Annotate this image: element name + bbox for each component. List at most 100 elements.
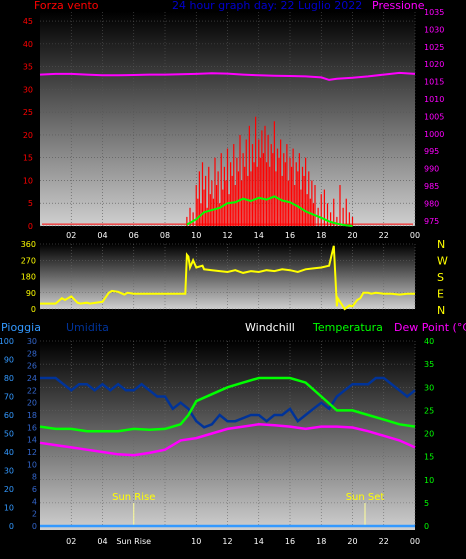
hour-tick-label: 06 [129,231,139,240]
temperature-tick-label: 30 [424,383,434,392]
direction-tick-label: 270 [21,256,36,265]
hour-tick-label: 12 [222,537,232,546]
wind-speed-bars [42,116,413,226]
rain-axis-ticks: 0 10 20 30 40 50 60 70 80 90 100 [0,337,14,531]
humidity-tick-label: 8 [32,473,37,482]
humidity-tick-label: 10 [27,460,37,469]
rain-tick-label: 60 [4,411,14,420]
wind-tick-label: 45 [23,17,33,26]
direction-degree-ticks: 0 90 180 270 360 [21,240,36,314]
wind-tick-label: 35 [23,63,33,72]
wind-tick-label: 15 [23,154,33,163]
humidity-tick-label: 4 [32,497,37,506]
sunset-label: Sun Set [346,492,385,503]
wind-tick-label: 20 [23,131,33,140]
direction-tick-label: 90 [26,289,36,298]
pressure-tick-label: 980 [424,199,439,208]
temperature-legend: Temperatura [312,321,383,334]
hour-tick-label: 14 [254,231,264,240]
temperature-tick-label: 25 [424,406,434,415]
humidity-axis-title: Umidita [66,321,109,334]
pressure-tick-label: 1010 [424,95,444,104]
wind-tick-label: 10 [23,176,33,185]
hour-tick-label: 02 [66,537,76,546]
pressure-tick-label: 1020 [424,60,444,69]
humidity-tick-label: 20 [27,399,37,408]
wind-tick-label: 30 [23,85,33,94]
humidity-tick-label: 24 [27,374,37,383]
hour-tick-label: 20 [347,231,357,240]
humidity-tick-label: 12 [27,448,37,457]
compass-label: S [437,271,444,284]
temperature-tick-label: 10 [424,476,434,485]
humidity-tick-label: 0 [32,522,37,531]
pressure-tick-label: 985 [424,182,439,191]
wind-pressure-x-ticks: 02 04 06 08 10 12 14 16 18 20 22 00 [66,231,420,240]
wind-tick-label: 40 [23,40,33,49]
temperature-tick-label: 15 [424,453,434,462]
compass-label: E [437,288,444,301]
rain-tick-label: 90 [4,356,14,365]
direction-tick-label: 0 [31,305,36,314]
hour-tick-label: 20 [347,537,357,546]
temperature-tick-label: 5 [424,499,429,508]
rain-tick-label: 20 [4,485,14,494]
humidity-tick-label: 6 [32,485,37,494]
wind-gust-line [186,195,353,227]
hour-tick-label: 16 [285,231,295,240]
hour-tick-label: 04 [97,537,107,546]
temperature-tick-label: 20 [424,430,434,439]
rain-tick-label: 70 [4,393,14,402]
chart-date-title: 24 hour graph day: 22 Luglio 2022 [172,0,362,12]
hour-tick-label: 10 [191,537,201,546]
hour-tick-label: 00 [410,231,420,240]
hour-tick-label: 02 [66,231,76,240]
humidity-tick-label: 28 [27,349,37,358]
hour-tick-label: 14 [254,537,264,546]
wind-axis-ticks: 0 5 10 15 20 25 30 35 40 45 [23,17,33,231]
rain-axis-title: Pioggia [1,321,41,334]
temperature-axis-ticks: 0 5 10 15 20 25 30 35 40 [424,337,434,531]
pressure-tick-label: 1025 [424,43,444,52]
wind-tick-label: 5 [28,199,33,208]
dewpoint-legend: Dew Point (°C) [394,321,466,334]
pressure-tick-label: 1015 [424,78,444,87]
humidity-tick-label: 14 [27,436,37,445]
compass-label: W [437,255,448,268]
temperature-tick-label: 40 [424,337,434,346]
hour-tick-label: Sun Rise [116,537,151,546]
windchill-legend: Windchill [245,321,295,334]
humidity-tick-label: 22 [27,386,37,395]
pressure-tick-label: 1030 [424,25,444,34]
hour-tick-label: 10 [191,231,201,240]
humidity-tick-label: 18 [27,411,37,420]
pressure-tick-label: 990 [424,165,439,174]
rain-tick-label: 10 [4,504,14,513]
humidity-line [40,376,416,429]
pressure-line [39,71,416,81]
wind-direction-grid [40,243,416,310]
rain-tick-label: 0 [9,522,14,531]
wind-direction-line [40,245,415,311]
humidity-tick-label: 2 [32,510,37,519]
hour-tick-label: 00 [410,537,420,546]
dewpoint-line [39,423,416,457]
hour-tick-label: 08 [160,231,170,240]
wind-tick-label: 25 [23,108,33,117]
direction-tick-label: 360 [21,240,36,249]
pressure-tick-label: 975 [424,217,439,226]
humidity-tick-label: 26 [27,362,37,371]
temperature-line [39,376,416,433]
wind-tick-label: 0 [28,222,33,231]
humidity-tick-label: 30 [27,337,37,346]
rain-tick-label: 50 [4,430,14,439]
wind-axis-title: Forza vento [34,0,99,12]
temperature-panel [40,341,415,530]
pressure-tick-label: 995 [424,147,439,156]
sunrise-label: Sun Rise [112,492,155,503]
hour-tick-label: 22 [379,231,389,240]
hour-tick-label: 04 [97,231,107,240]
temperature-x-ticks: 02 04 Sun Rise 10 12 14 16 18 20 22 00 [66,537,420,546]
